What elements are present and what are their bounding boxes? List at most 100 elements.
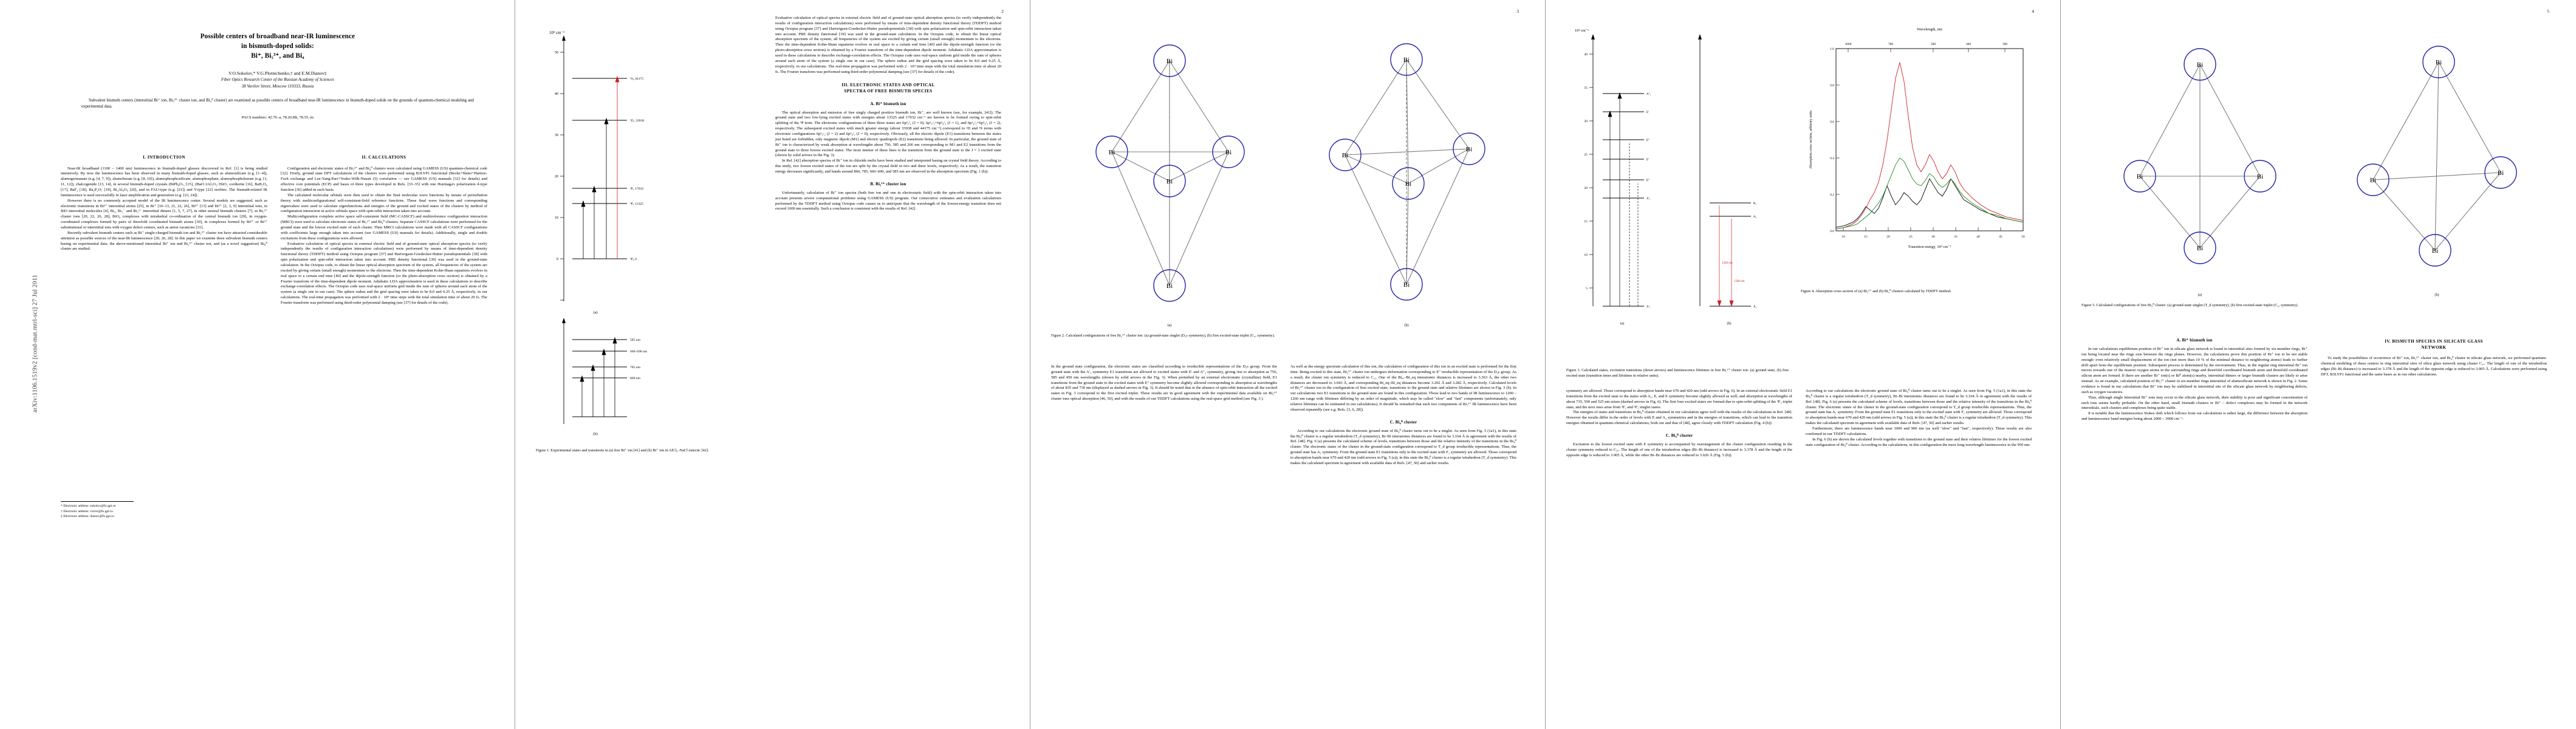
- svg-text:A₁: A₁: [1753, 216, 1757, 219]
- svg-text:25: 25: [1909, 235, 1913, 239]
- svg-text:660–690 nm: 660–690 nm: [630, 350, 648, 354]
- figure-4-caption: Figure 4. Absorption cross section of (a…: [1801, 289, 1951, 293]
- paragraph: In Fig. 6 (b) are shown the calculated l…: [1806, 437, 2032, 447]
- cluster-diagram-b: Bi Bi Bi Bi Bi (b): [1306, 24, 1507, 327]
- paragraph: Excitation to the lowest excited state w…: [1566, 442, 1792, 457]
- title-line-3: Bi⁺, Bi₅³⁺, and Bi₄: [251, 52, 304, 60]
- chart-y-axis-label: Absorption cross section, arbitrary unit…: [1809, 110, 1813, 169]
- page-5: 5: [2061, 0, 2576, 729]
- subsection-heading-bi-ion-p5: A. Bi⁺ bismuth ion: [2176, 338, 2213, 343]
- atom-label: Bi: [2137, 173, 2143, 180]
- svg-text:45: 45: [1999, 235, 2002, 239]
- paragraph: symmetry are allowed. Those correspond t…: [1566, 389, 1792, 409]
- paragraph: According to our calculations the electr…: [1806, 389, 2032, 426]
- chart-top-axis-label: Wavelength, nm: [1917, 27, 1942, 32]
- svg-text:1.0: 1.0: [1830, 47, 1834, 51]
- svg-text:E′: E′: [1646, 111, 1649, 114]
- section-heading-line-2: SPECTRA OF FREE BISMUTH SPECIES: [844, 89, 933, 94]
- svg-text:E′: E′: [1646, 159, 1649, 162]
- svg-text:20: 20: [1584, 187, 1588, 190]
- paragraph: Furthermore, there are luminescence band…: [1806, 426, 2032, 436]
- svg-text:A′₁: A′₁: [1646, 197, 1651, 200]
- bi5-ground-state-svg: Bi Bi Bi Bi Bi: [1095, 44, 1245, 302]
- section-heading-introduction: I. INTRODUCTION: [143, 155, 185, 160]
- svg-text:10: 10: [1841, 235, 1845, 239]
- subsection-heading-bi-ion: A. Bi⁺ bismuth ion: [870, 101, 906, 106]
- paragraph: As well as the energy spectrum calculati…: [1290, 364, 1516, 412]
- affiliation-line-2: 38 Vavilov Street, Moscow 119333, Russia: [241, 83, 314, 89]
- svg-text:¹D₂ 33938: ¹D₂ 33938: [630, 119, 644, 123]
- svg-text:0.0: 0.0: [1830, 230, 1834, 233]
- atom-label: Bi: [2197, 245, 2203, 252]
- svg-text:³P₀ 0: ³P₀ 0: [630, 258, 637, 261]
- figure-3-energy-diagram-svg: 10³ cm⁻¹ 40 35 30 25 20 15 10 5: [1575, 29, 1757, 326]
- figure-2-sublabel-a: (a): [1167, 323, 1172, 327]
- atom-label: Bi: [2257, 173, 2263, 180]
- section-heading-line-1: III. ELECTRONIC STATES AND OPTICAL: [841, 83, 935, 88]
- page-title: Possible centers of broadband near-IR lu…: [61, 32, 495, 61]
- bi4-ground-state-svg: Bi Bi Bi Bi: [2123, 48, 2276, 264]
- affiliation-line-1: Fiber Optics Research Center of the Russ…: [221, 77, 334, 83]
- chart-x-axis-label: Transition energy, 10³ cm⁻¹: [1908, 245, 1951, 249]
- page-3: 3: [1030, 0, 1546, 729]
- svg-text:0.2: 0.2: [1830, 193, 1834, 197]
- figure-1-caption: Figure 1. Experimental states and transi…: [536, 448, 709, 453]
- section-heading-bismuth-in-glass: IV. BISMUTH SPECIES IN SILICATE GLASS NE…: [2321, 339, 2547, 351]
- atom-label: Bi: [2432, 247, 2438, 255]
- cluster-diagram-bi4-b: Bi Bi Bi Bi (b): [2337, 24, 2537, 297]
- svg-text:500: 500: [1931, 43, 1936, 46]
- svg-text:20: 20: [555, 175, 558, 179]
- atom-label: Bi: [1403, 56, 1410, 64]
- svg-text:(a): (a): [1620, 321, 1625, 326]
- svg-text:A₁: A₁: [1753, 306, 1757, 309]
- chart-series-Bi4(0): [1835, 62, 2024, 230]
- pacs-numbers: PACS numbers: 42.70.-a, 78.20.Bh, 78.55.…: [241, 115, 314, 120]
- svg-text:700: 700: [1888, 43, 1893, 46]
- abstract: Subvalent bismuth centers (interstitial …: [81, 98, 474, 109]
- paragraph: The energies of states and transitions i…: [1566, 410, 1792, 426]
- atom-label: Bi: [2498, 169, 2504, 177]
- paragraph: In Ref. [42] absorption spectra of Bi⁺ i…: [775, 159, 1001, 174]
- svg-text:A″₂: A″₂: [1646, 93, 1651, 96]
- paragraph: Near-IR broadband (1100 – 1400 nm) lumin…: [61, 166, 267, 197]
- panel-label-b: (b): [593, 432, 597, 436]
- page-number: 2: [1001, 9, 1004, 14]
- section-heading-calculations: II. CALCULATIONS: [361, 155, 406, 160]
- svg-text:0.4: 0.4: [1830, 157, 1834, 160]
- paragraph: According to our calculations the electr…: [1290, 428, 1516, 465]
- figure-2: Bi Bi Bi Bi Bi (a): [1051, 24, 1525, 345]
- svg-text:300: 300: [2002, 43, 2007, 46]
- svg-text:0.8: 0.8: [1830, 84, 1834, 87]
- figure-5-sublabel-a: (a): [2197, 293, 2202, 297]
- svg-text:25: 25: [1584, 153, 1588, 157]
- svg-text:785 nm: 785 nm: [630, 366, 641, 369]
- footnote: † Electronic address: victor@fo.gpi.ru: [61, 509, 113, 513]
- atom-label: Bi: [2370, 177, 2376, 184]
- svg-text:400: 400: [1966, 43, 1971, 46]
- page-2: 2 10³ cm⁻¹: [515, 0, 1030, 729]
- svg-text:1260 nm: 1260 nm: [1722, 262, 1733, 265]
- title-line-2: in bismuth-doped solids:: [241, 43, 314, 50]
- atom-label: Bi: [1166, 282, 1173, 290]
- svg-text:20: 20: [1886, 235, 1890, 239]
- footnote: * Electronic address: sokolov@fo.gpi.ru: [61, 504, 116, 508]
- paragraph: However there is no commonly accepted mo…: [61, 198, 267, 230]
- svg-text:¹S₀ 44175: ¹S₀ 44175: [630, 77, 643, 81]
- chart-series-layer: [1835, 62, 2024, 230]
- svg-text:10: 10: [1584, 253, 1588, 257]
- chart-series-Bi4(0)-b: [1835, 157, 2024, 230]
- svg-text:585 nm: 585 nm: [630, 338, 641, 342]
- atom-label: Bi: [1225, 149, 1231, 156]
- svg-text:E″: E″: [1646, 139, 1649, 142]
- figure-5: Bi Bi Bi Bi (a): [2081, 24, 2555, 315]
- figure-2-caption: Figure 2. Calculated configurations of f…: [1051, 334, 1275, 338]
- page-4: 4 10³ cm⁻¹ 40 35 30 25 20 15 10 5: [1546, 0, 2061, 729]
- atom-label: Bi: [1466, 146, 1472, 153]
- subsection-heading-bi4: C. Bi₄⁰ cluster: [1665, 434, 1693, 439]
- paragraph: It is notable that the luminescence Stok…: [2081, 411, 2307, 422]
- paragraph: Unfortunately, calculation of Bi⁺ ion sp…: [775, 190, 1001, 211]
- footnote-rule: * Electronic address: sokolov@fo.gpi.ru …: [61, 501, 134, 519]
- figure-2-sublabel-b: (b): [1404, 323, 1409, 327]
- svg-text:35: 35: [1954, 235, 1958, 239]
